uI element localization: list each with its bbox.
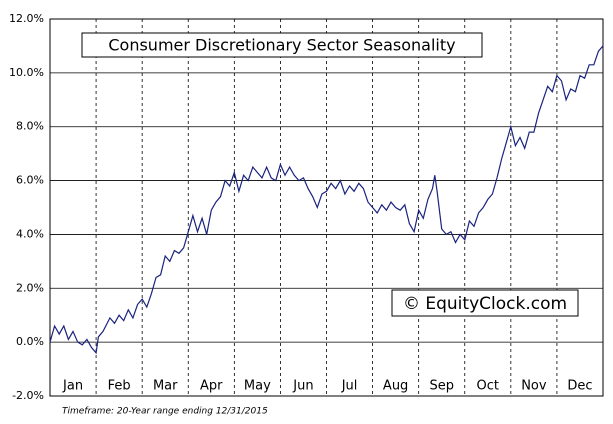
series-line bbox=[49, 45, 604, 355]
series bbox=[49, 45, 604, 355]
chart-title: Consumer Discretionary Sector Seasonalit… bbox=[108, 36, 455, 55]
x-tick-label: Feb bbox=[108, 379, 131, 394]
y-tick-label: 10.0% bbox=[9, 66, 44, 79]
y-tick-label: 4.0% bbox=[16, 227, 44, 240]
y-tick-label: 8.0% bbox=[16, 120, 44, 133]
x-tick-label: Jun bbox=[292, 379, 313, 394]
grid bbox=[50, 18, 603, 397]
x-tick-label: Dec bbox=[567, 379, 592, 394]
y-tick-label: 2.0% bbox=[16, 281, 44, 294]
x-tick-label: Apr bbox=[200, 379, 223, 394]
title-box bbox=[81, 32, 483, 58]
x-tick-label: May bbox=[244, 379, 271, 394]
footnote: Timeframe: 20-Year range ending 12/31/20… bbox=[62, 407, 268, 417]
x-tick-label: Jan bbox=[62, 379, 83, 394]
x-tick-label: Mar bbox=[153, 379, 178, 394]
y-tick-label: 6.0% bbox=[16, 174, 44, 187]
x-tick-label: Jul bbox=[341, 379, 358, 394]
x-tick-label: Nov bbox=[521, 379, 547, 394]
y-tick-label: -2.0% bbox=[12, 389, 44, 402]
x-tick-label: Oct bbox=[477, 379, 499, 394]
x-tick-label: Aug bbox=[383, 379, 408, 394]
watermark: © EquityClock.com bbox=[403, 294, 567, 314]
x-tick-label: Sep bbox=[429, 379, 454, 394]
watermark-box bbox=[391, 289, 579, 317]
y-tick-label: 12.0% bbox=[9, 12, 44, 25]
y-tick-label: 0.0% bbox=[16, 335, 44, 348]
